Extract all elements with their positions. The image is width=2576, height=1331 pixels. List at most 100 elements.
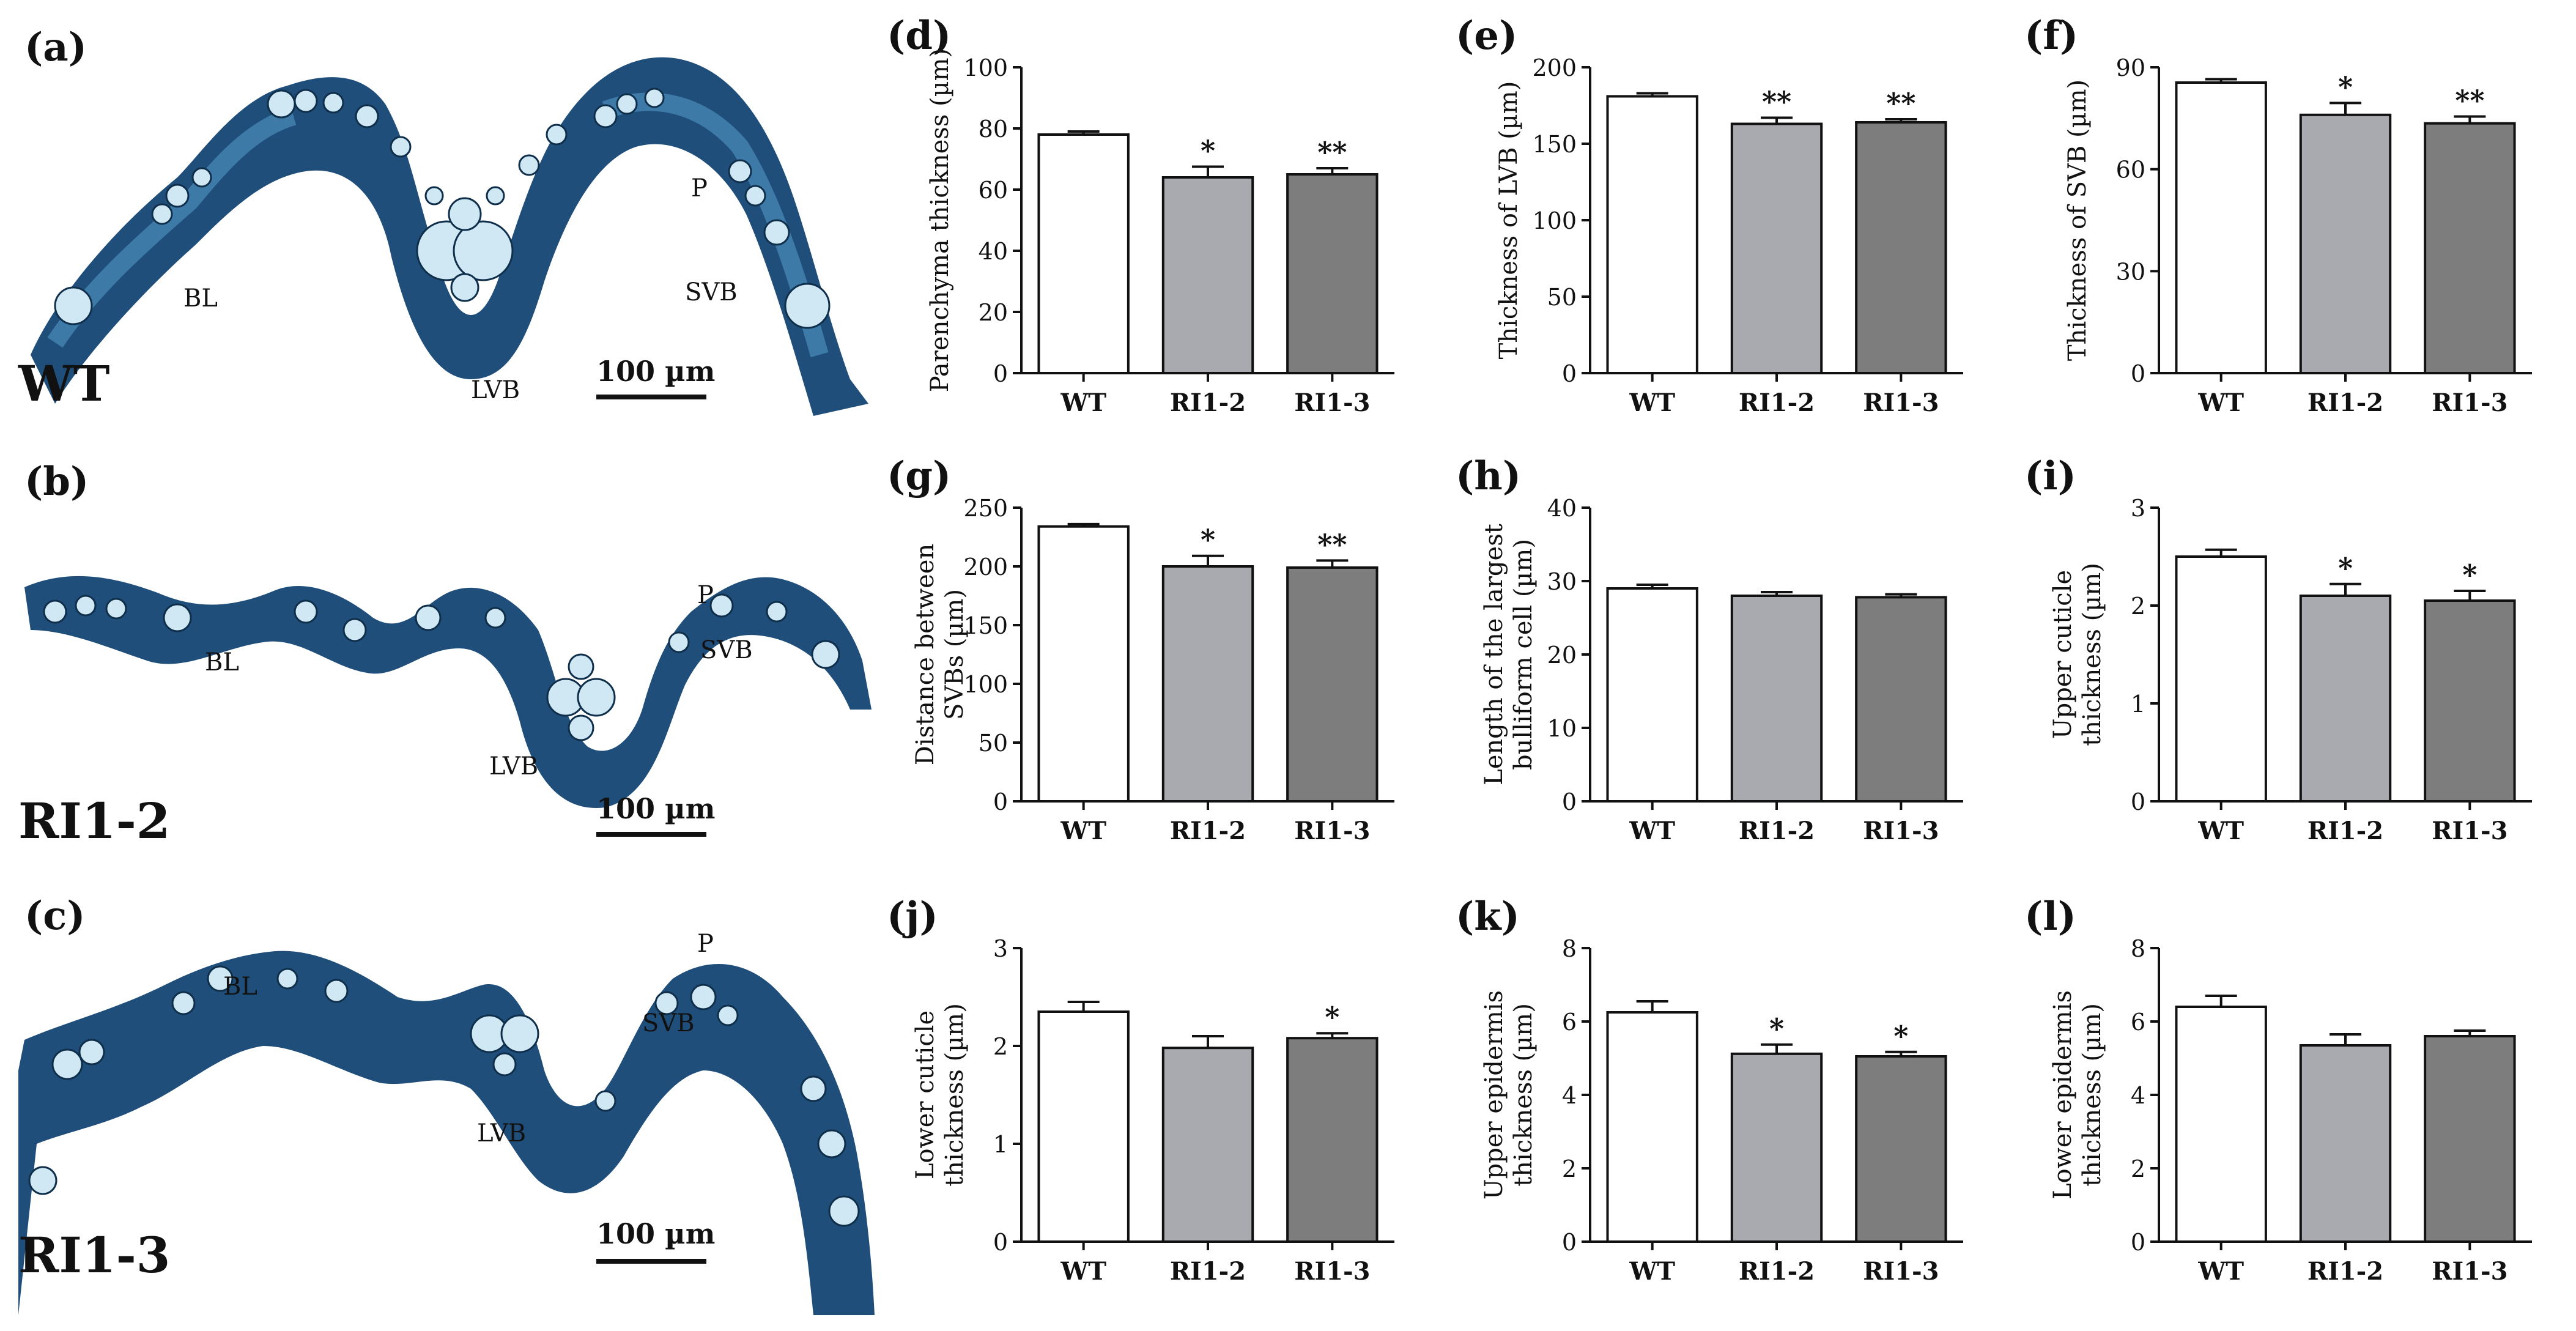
bar-ri1-3 <box>1286 173 1379 374</box>
bar-ri1-2 <box>2299 1044 2392 1243</box>
y-tick-label: 4 <box>2131 1082 2145 1109</box>
y-tick-label: 30 <box>1547 568 1577 595</box>
bar-wt <box>1037 133 1130 374</box>
bar-wt <box>2175 81 2267 374</box>
label-p: P <box>691 174 708 202</box>
chart-svg: (e) 0 50 100 150 200 Thickness of LVB (µm) WT **… <box>1456 13 1963 417</box>
micrograph-ri1-2: (b) BL LVB P SVB RI1-2 100 µm <box>18 453 887 881</box>
y-tick-label: 50 <box>1547 284 1577 311</box>
y-tick-label: 2 <box>993 1033 1008 1060</box>
chart-h: (h) 0 10 20 30 40 Length of the largest bullifo… <box>1449 447 2000 887</box>
y-tick-label: 100 <box>963 54 1008 81</box>
significance-mark: * <box>1769 1012 1784 1045</box>
y-tick-label: 3 <box>993 935 1008 962</box>
x-tick-label: RI1-3 <box>1294 388 1370 417</box>
chart-f: (f) 0 30 60 90 Thickness of SVB (µm) WT * RI1-2 *… <box>2018 6 2569 459</box>
significance-mark: * <box>1201 135 1215 168</box>
label-svb: SVB <box>642 1009 695 1037</box>
y-tick-label: 0 <box>993 788 1008 815</box>
chart-d: (d) 0 20 40 60 80 100 Parenchyma thickness (µm)… <box>881 6 1431 459</box>
panel-label: (i) <box>2024 453 2076 499</box>
x-tick-label: RI1-2 <box>2308 388 2383 417</box>
y-tick-label: 20 <box>1547 642 1577 669</box>
y-tick-label: 60 <box>2116 157 2145 184</box>
y-tick-label: 0 <box>2131 788 2145 815</box>
scale-bar <box>596 832 706 837</box>
x-tick-label: RI1-3 <box>2432 1257 2508 1286</box>
panel-label: (f) <box>2024 13 2078 59</box>
y-tick-label: 6 <box>2131 1009 2145 1036</box>
y-axis-label: thickness (µm) <box>1509 1003 1538 1187</box>
panel-label: (l) <box>2024 894 2076 940</box>
x-tick-label: WT <box>1629 817 1675 845</box>
x-tick-label: WT <box>2197 388 2244 417</box>
scale-label: 100 µm <box>596 1217 716 1250</box>
bar-wt <box>2175 1006 2267 1243</box>
bar-ri1-2 <box>2299 595 2392 803</box>
label-svb: SVB <box>700 636 753 664</box>
y-tick-label: 40 <box>1547 495 1577 522</box>
x-tick-label: RI1-2 <box>1739 817 1815 845</box>
y-axis-label: thickness (µm) <box>2078 563 2106 746</box>
bar-ri1-3 <box>1286 1037 1379 1243</box>
y-tick-label: 90 <box>2116 54 2145 81</box>
x-tick-label: RI1-3 <box>1863 817 1939 845</box>
y-axis-label: bulliform cell (µm) <box>1509 539 1538 770</box>
bar-ri1-3 <box>1855 596 1947 803</box>
y-tick-label: 8 <box>2131 935 2145 962</box>
bar-wt <box>2175 555 2267 803</box>
y-axis-label: Thickness of LVB (µm) <box>1495 81 1523 360</box>
y-tick-label: 50 <box>979 730 1008 757</box>
panel-label: (g) <box>887 453 951 499</box>
bar-ri1-3 <box>2424 599 2516 803</box>
x-tick-label: RI1-3 <box>1294 817 1370 845</box>
bar-ri1-2 <box>1161 1047 1254 1243</box>
chart-svg: (g) 0 50 100 150 200 250 Distance between SVBs (… <box>887 453 1394 845</box>
leaf-section-image <box>31 57 868 416</box>
x-tick-label: WT <box>1629 388 1675 417</box>
y-tick-label: 2 <box>2131 593 2145 620</box>
y-tick-label: 40 <box>979 238 1008 265</box>
significance-mark: * <box>2462 558 2477 591</box>
chart-svg: (f) 0 30 60 90 Thickness of SVB (µm) WT * RI1-2 *… <box>2024 13 2532 417</box>
x-tick-label: RI1-3 <box>1863 1257 1939 1286</box>
scale-label: 100 µm <box>596 792 716 825</box>
bar-wt <box>1606 1011 1698 1243</box>
y-axis-label: Parenchyma thickness (µm) <box>926 48 954 392</box>
bar-wt <box>1037 1010 1130 1243</box>
y-axis-label: thickness (µm) <box>941 1003 969 1187</box>
y-tick-label: 0 <box>2131 360 2145 387</box>
y-axis-label: Upper epidermis <box>1480 990 1508 1199</box>
chart-svg: (h) 0 10 20 30 40 Length of the largest bullifo… <box>1456 453 1963 845</box>
bar-ri1-3 <box>1855 121 1947 374</box>
y-tick-label: 1 <box>993 1131 1008 1158</box>
significance-mark: ** <box>1317 136 1347 169</box>
label-bl: BL <box>183 284 218 313</box>
bar-ri1-2 <box>1730 122 1823 374</box>
x-tick-label: RI1-3 <box>2432 388 2508 417</box>
significance-mark: ** <box>1317 528 1347 561</box>
label-bl: BL <box>205 648 239 677</box>
panel-label: (c) <box>24 893 86 939</box>
bar-wt <box>1037 525 1130 803</box>
chart-l: (l) 0 2 4 6 8 Lower epidermis thickness (µm) WT R… <box>2018 887 2569 1327</box>
label-svb: SVB <box>685 278 738 306</box>
chart-j: (j) 0 1 2 3 Lower cuticle thickness (µm) WT RI1-… <box>881 887 1431 1327</box>
y-axis-label: Distance between <box>911 544 939 766</box>
bar-ri1-3 <box>2424 1035 2516 1243</box>
y-tick-label: 4 <box>1562 1082 1577 1109</box>
bar-ri1-2 <box>1161 176 1254 374</box>
y-tick-label: 200 <box>1532 54 1577 81</box>
chart-svg: (i) 0 1 2 3 Upper cuticle thickness (µm) WT * RI1… <box>2024 453 2532 845</box>
label-p: P <box>697 581 714 609</box>
y-axis-label: Lower cuticle <box>911 1010 939 1179</box>
y-tick-label: 250 <box>963 495 1008 522</box>
x-tick-label: WT <box>1060 1257 1106 1286</box>
y-tick-label: 0 <box>2131 1229 2145 1256</box>
panel-label: (a) <box>24 24 87 70</box>
y-tick-label: 30 <box>2116 258 2145 285</box>
panel-label: (d) <box>887 13 951 59</box>
bar-wt <box>1606 587 1698 803</box>
panel-label: (k) <box>1456 894 1520 940</box>
chart-svg: (k) 0 2 4 6 8 Upper epidermis thickness (µm) WT *… <box>1456 894 1963 1286</box>
